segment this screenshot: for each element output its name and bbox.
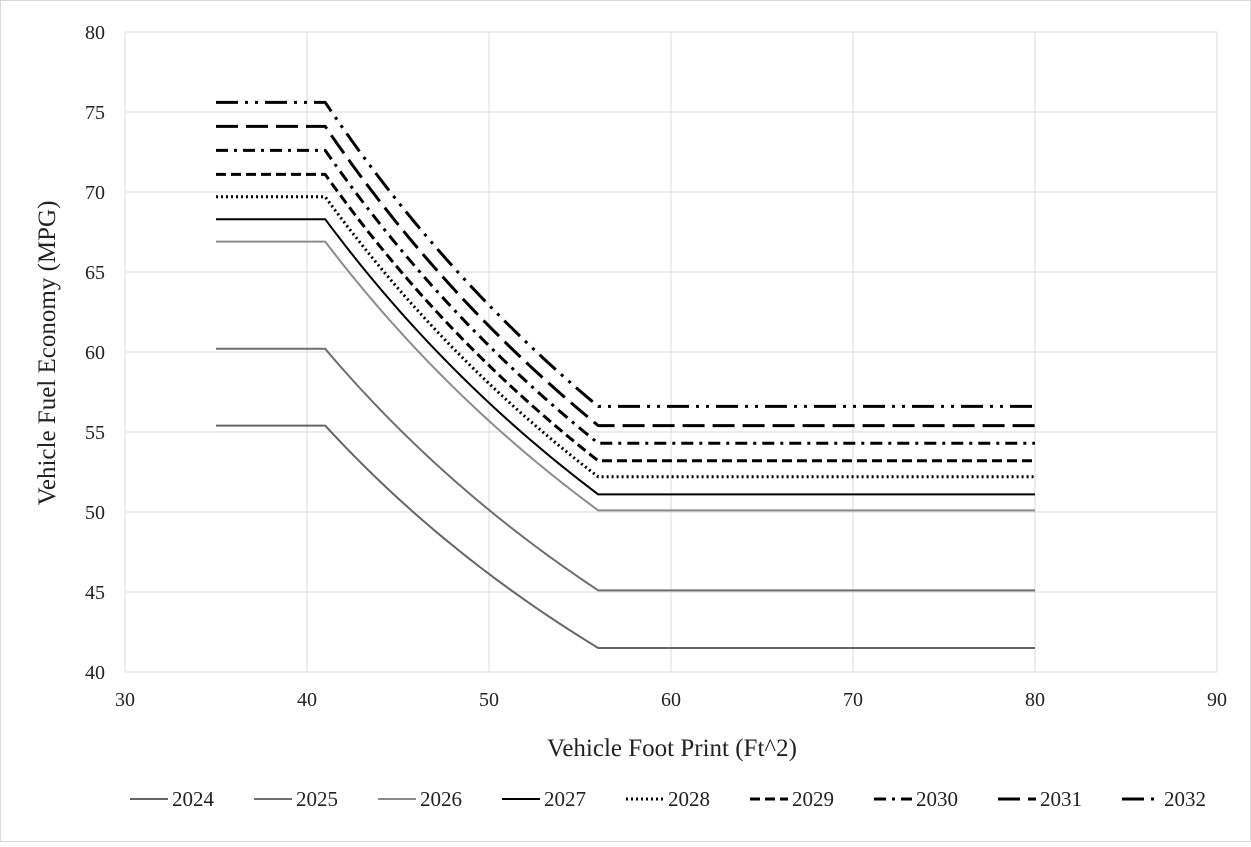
legend-label-2031: 2031 bbox=[1040, 787, 1082, 811]
gridlines bbox=[124, 31, 1218, 673]
x-tick-label: 60 bbox=[661, 689, 681, 711]
series-line-2030 bbox=[216, 148, 1035, 445]
y-tick-label: 65 bbox=[85, 262, 105, 284]
series-line-2028 bbox=[216, 195, 1035, 479]
series-line-2029 bbox=[216, 172, 1035, 463]
x-tick-label: 50 bbox=[479, 689, 499, 711]
y-tick-label: 75 bbox=[85, 102, 105, 124]
y-tick-label: 50 bbox=[85, 502, 105, 524]
series-line-2024 bbox=[216, 424, 1035, 649]
legend-label-2030: 2030 bbox=[916, 787, 958, 811]
y-tick-label: 55 bbox=[85, 422, 105, 444]
legend: 2024 2025 2026 2027 2028 2029 2030 2031 2032 bbox=[130, 787, 1206, 811]
y-tick-label: 70 bbox=[85, 182, 105, 204]
series-line-2025 bbox=[216, 347, 1035, 592]
legend-label-2032: 2032 bbox=[1164, 787, 1206, 811]
y-tick-label: 80 bbox=[85, 22, 105, 44]
y-tick-label: 60 bbox=[85, 342, 105, 364]
axes: 30 40 50 60 70 80 90 40 45 50 55 60 65 70 75 80 bbox=[85, 22, 1227, 711]
x-tick-label: 70 bbox=[843, 689, 863, 711]
legend-label-2024: 2024 bbox=[172, 787, 215, 811]
legend-label-2026: 2026 bbox=[420, 787, 462, 811]
x-tick-label: 80 bbox=[1025, 689, 1045, 711]
series-line-2031 bbox=[216, 124, 1035, 428]
legend-label-2025: 2025 bbox=[296, 787, 338, 811]
series-line-2027 bbox=[216, 218, 1035, 496]
y-axis-title: Vehicle Fuel Economy (MPG) bbox=[34, 201, 61, 506]
x-tick-label: 30 bbox=[115, 689, 135, 711]
y-tick-label: 40 bbox=[85, 662, 105, 684]
legend-label-2029: 2029 bbox=[792, 787, 834, 811]
x-axis-title: Vehicle Foot Print (Ft^2) bbox=[547, 735, 797, 762]
y-tick-label: 45 bbox=[85, 582, 105, 604]
legend-label-2028: 2028 bbox=[668, 787, 710, 811]
x-tick-label: 90 bbox=[1207, 689, 1227, 711]
x-tick-label: 40 bbox=[297, 689, 317, 711]
series-lines bbox=[216, 100, 1035, 649]
legend-label-2027: 2027 bbox=[544, 787, 586, 811]
series-line-2026 bbox=[216, 240, 1035, 512]
